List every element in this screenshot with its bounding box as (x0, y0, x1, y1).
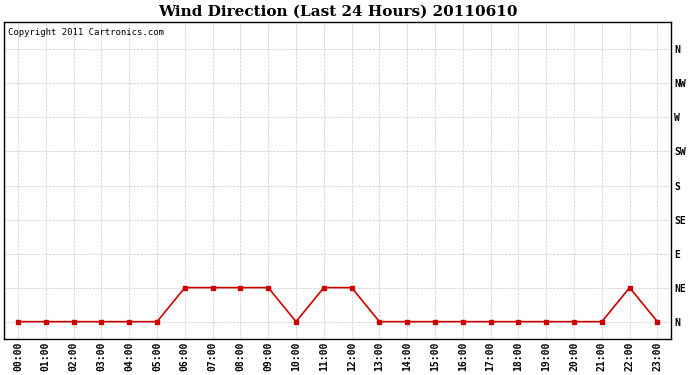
Title: Wind Direction (Last 24 Hours) 20110610: Wind Direction (Last 24 Hours) 20110610 (158, 4, 518, 18)
Text: Copyright 2011 Cartronics.com: Copyright 2011 Cartronics.com (8, 28, 164, 38)
